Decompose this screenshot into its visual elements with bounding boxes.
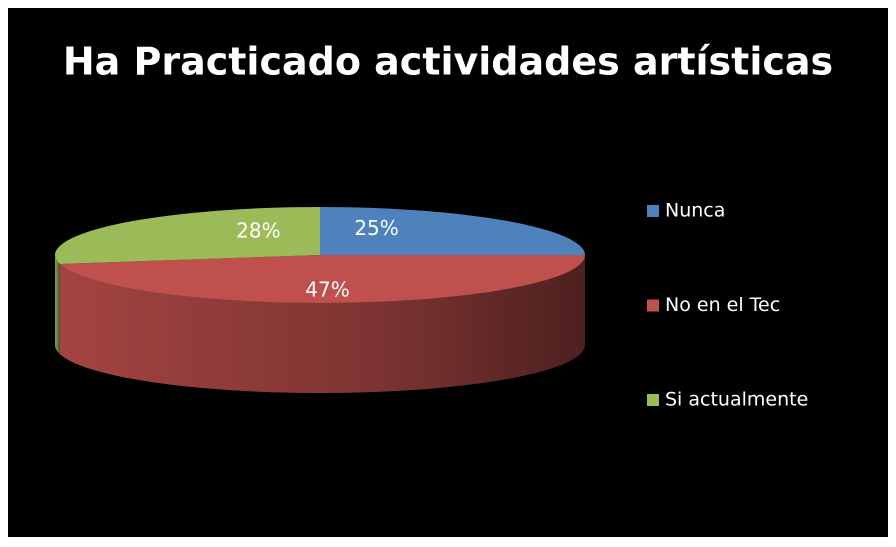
legend-label: No en el Tec <box>665 294 780 316</box>
chart-title: Ha Practicado actividades artísticas <box>63 40 833 84</box>
data-label: 25% <box>354 216 398 240</box>
data-label: 47% <box>305 277 349 301</box>
slice-side-shade <box>55 255 60 354</box>
legend: Nunca No en el Tec Si actualmente <box>647 200 808 411</box>
legend-label: Nunca <box>665 200 725 222</box>
legend-label: Si actualmente <box>665 389 808 411</box>
slice-side-shade <box>59 255 586 393</box>
slice <box>55 207 321 264</box>
slice <box>59 255 586 304</box>
slice <box>320 207 585 255</box>
data-label: 28% <box>236 219 280 243</box>
legend-swatch <box>647 299 659 312</box>
pie: 25% 47% 28% <box>55 207 586 393</box>
legend-swatch <box>647 394 659 406</box>
legend-swatch <box>647 205 659 217</box>
